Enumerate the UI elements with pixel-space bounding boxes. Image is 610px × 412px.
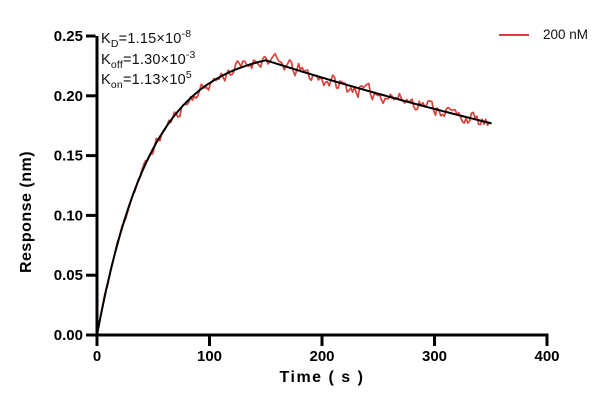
y-tick-label: 0.15 bbox=[54, 148, 83, 165]
series-fit-line bbox=[96, 59, 492, 336]
legend-label: 200 nM bbox=[542, 27, 588, 42]
kinetic-constants-annotation: KD=1.15×10-8 Koff=1.30×10-3 Kon=1.13×105 bbox=[101, 29, 196, 91]
x-tick-label: 400 bbox=[534, 348, 559, 365]
y-tick-label: 0.05 bbox=[54, 267, 83, 284]
x-tick-label: 300 bbox=[422, 348, 447, 365]
y-tick-label: 0.00 bbox=[54, 327, 83, 344]
x-tick-label: 100 bbox=[197, 348, 222, 365]
y-tick-label: 0.25 bbox=[54, 28, 83, 45]
x-tick-label: 200 bbox=[309, 348, 334, 365]
y-tick-label: 0.20 bbox=[54, 88, 83, 105]
x-axis-title: Time ( s ) bbox=[280, 369, 365, 386]
y-axis-title: Response (nm) bbox=[18, 151, 35, 273]
kd-value-text: KD=1.15×10-8 bbox=[101, 28, 192, 50]
series-measured-line bbox=[96, 52, 491, 336]
x-tick-label: 0 bbox=[93, 348, 101, 365]
koff-value-text: Koff=1.30×10-3 bbox=[101, 48, 196, 71]
legend-line-swatch bbox=[498, 33, 529, 36]
legend: 200 nM bbox=[498, 27, 588, 42]
y-tick-label: 0.10 bbox=[54, 207, 83, 224]
kon-value-text: Kon=1.13×105 bbox=[101, 69, 192, 91]
